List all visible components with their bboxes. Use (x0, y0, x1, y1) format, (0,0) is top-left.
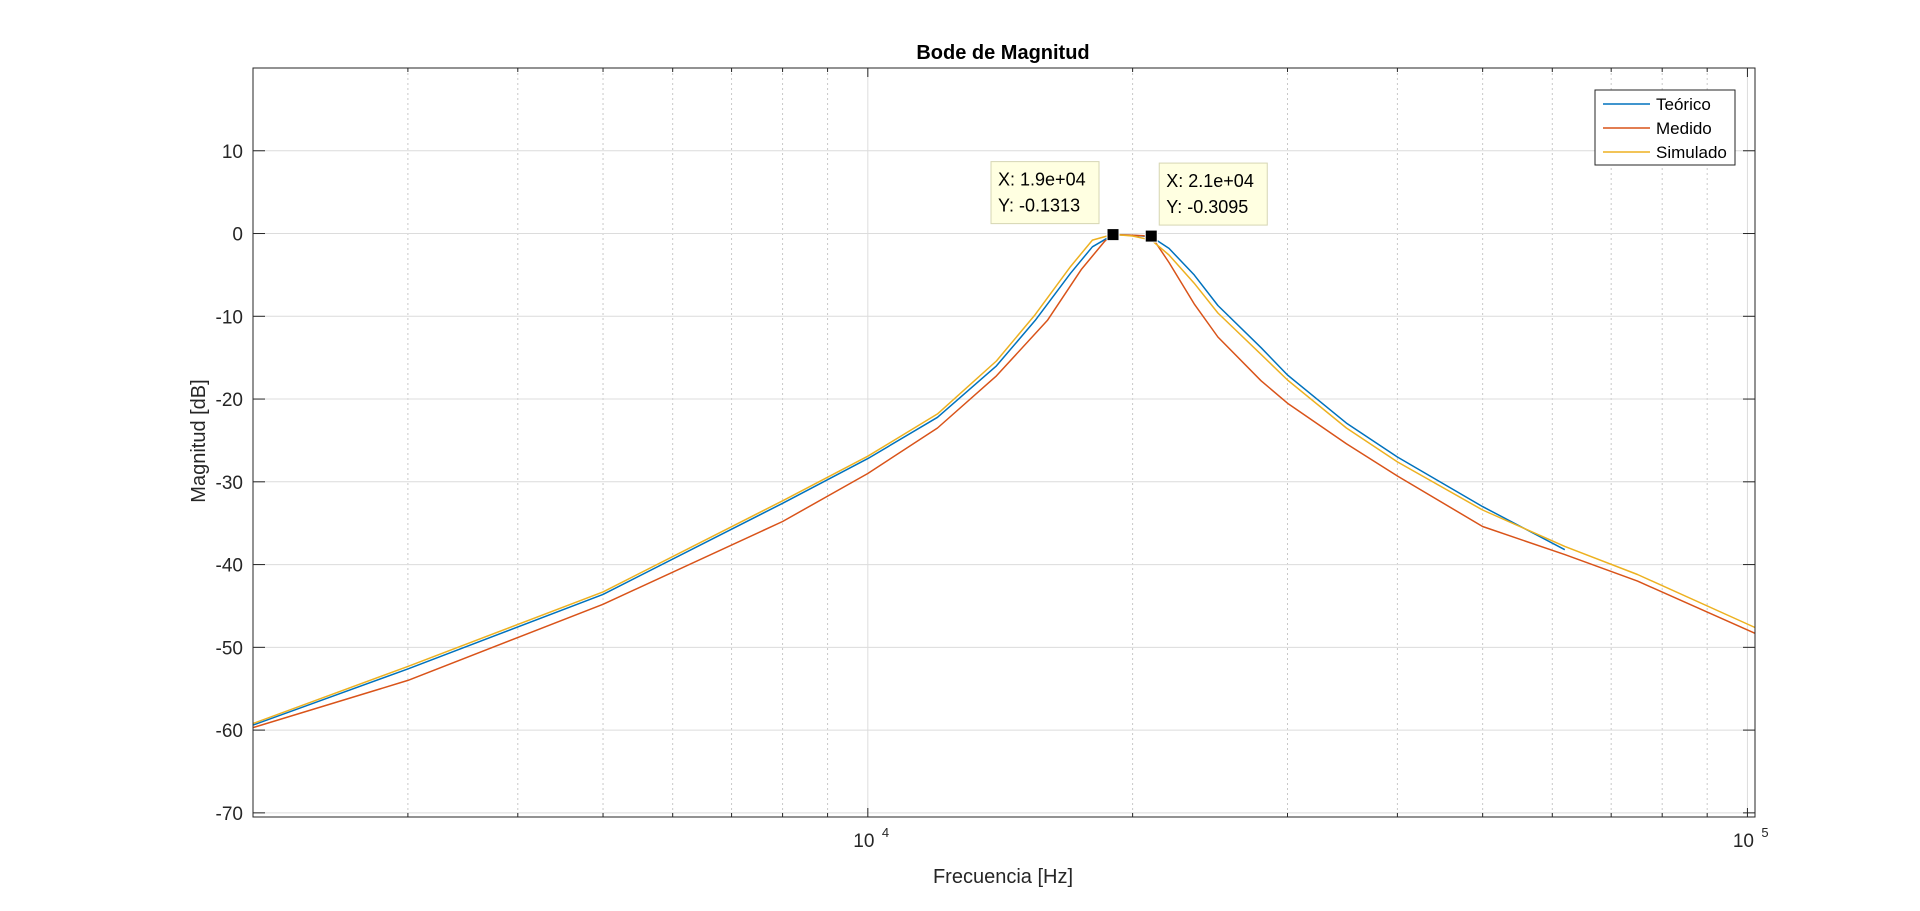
legend[interactable]: Teórico Medido Simulado (1594, 89, 1736, 166)
x-tick-label-base: 10 (853, 831, 874, 852)
y-tick-label: -10 (216, 307, 243, 328)
y-axis-label: Magnitud [dB] (188, 379, 210, 502)
legend-label: Medido (1656, 119, 1712, 138)
datatip-box (1158, 162, 1268, 226)
y-tick-label: -70 (216, 804, 243, 825)
y-tick-label: -30 (216, 473, 243, 494)
y-tick-label: -40 (216, 556, 243, 577)
datatip: X: 2.1e+04 Y: -0.3095 (1144, 162, 1268, 243)
datatip-marker (1106, 228, 1120, 242)
grid-lines (252, 68, 1755, 817)
datatip-x: X: 2.1e+04 (1166, 171, 1254, 191)
datatip-y: Y: -0.1313 (998, 196, 1080, 216)
y-tick-label: 0 (232, 225, 243, 246)
y-tick-label: -60 (216, 721, 243, 742)
axis-ticks: 10 4 10 5 -70 -60 -50 -40 -30 -20 -10 0 10 (216, 68, 1769, 852)
datatip: X: 1.9e+04 Y: -0.1313 (990, 161, 1120, 242)
x-tick-label: 10 4 (853, 825, 889, 852)
y-tick-label: -50 (216, 638, 243, 659)
legend-label: Simulado (1656, 143, 1727, 162)
y-tick-label: 10 (222, 142, 243, 163)
y-tick-label: -20 (216, 390, 243, 411)
legend-item: Teórico (1603, 95, 1711, 114)
legend-item: Medido (1603, 119, 1712, 138)
x-tick-label-exponent: 5 (1761, 825, 1768, 840)
x-axis-label: Frecuencia [Hz] (933, 866, 1073, 888)
datatip-y: Y: -0.3095 (1166, 197, 1248, 217)
plot-frame (252, 67, 1756, 818)
datatip-box (990, 161, 1100, 225)
datatips: X: 1.9e+04 Y: -0.1313 X: 2.1e+04 Y: -0.3095 (990, 161, 1268, 243)
legend-item: Simulado (1603, 143, 1727, 162)
chart-title: Bode de Magnitud (916, 42, 1089, 64)
legend-label: Teórico (1656, 95, 1711, 114)
x-tick-label-exponent: 4 (882, 825, 889, 840)
x-tick-label: 10 5 (1733, 825, 1769, 852)
datatip-marker (1144, 229, 1158, 243)
x-tick-label-base: 10 (1733, 831, 1754, 852)
series-line (252, 233, 1756, 725)
datatip-x: X: 1.9e+04 (998, 170, 1086, 190)
